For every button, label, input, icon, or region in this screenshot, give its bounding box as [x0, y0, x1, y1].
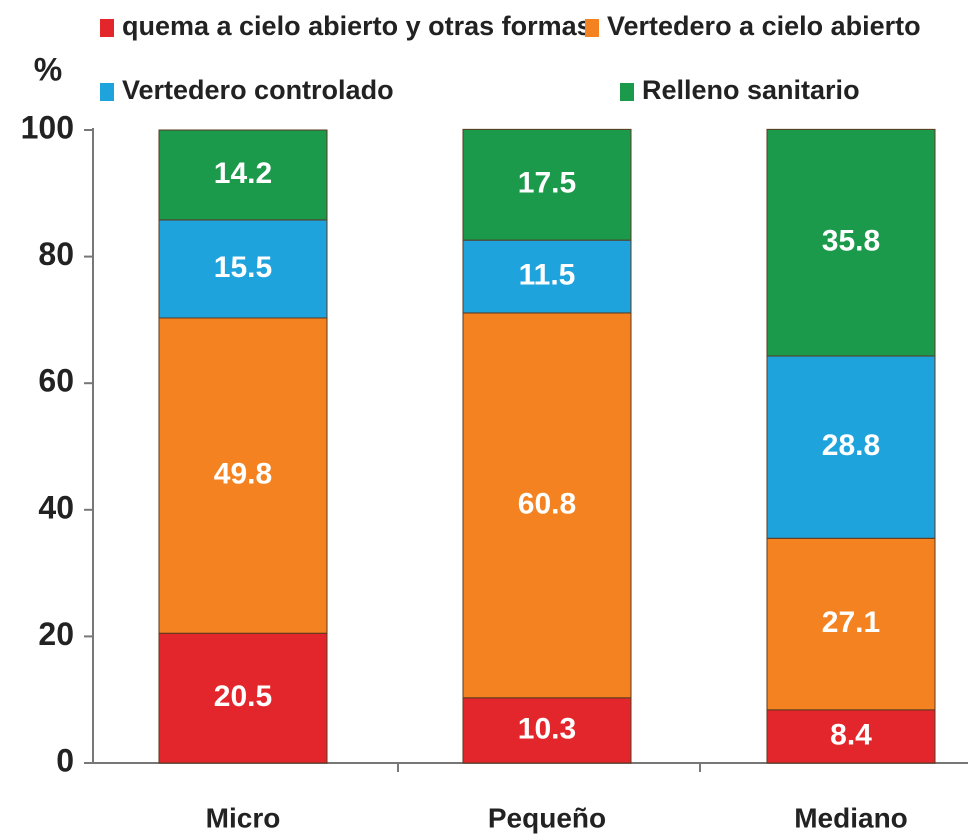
legend-label: quema a cielo abierto y otras formas: [122, 11, 592, 41]
bar-segment: [462, 697, 632, 764]
value-label: 15.5: [214, 251, 272, 284]
y-axis-label: %: [34, 51, 62, 87]
bar-segment: [766, 537, 936, 711]
bar-segment: [158, 129, 328, 221]
x-tick-label: Mediano: [794, 802, 908, 833]
value-label: 20.5: [214, 680, 272, 713]
y-tick-label: 20: [38, 616, 74, 652]
legend-swatch: [585, 19, 599, 37]
legend-swatch: [620, 83, 634, 101]
bar-segment: [462, 239, 632, 314]
legend-label: Relleno sanitario: [642, 75, 860, 105]
value-label: 14.2: [214, 157, 272, 190]
legend-label: Vertedero a cielo abierto: [607, 11, 921, 41]
y-tick-label: 60: [38, 363, 74, 399]
value-label: 28.8: [822, 429, 880, 462]
bar-segment: [462, 128, 632, 241]
x-tick-label: Pequeño: [488, 802, 606, 833]
value-label: 27.1: [822, 606, 880, 639]
bar-segment: [766, 355, 936, 539]
legend-label: Vertedero controlado: [122, 75, 394, 105]
value-label: 11.5: [519, 258, 576, 291]
value-label: 8.4: [830, 718, 872, 751]
bar-segment: [158, 219, 328, 319]
y-tick-label: 80: [38, 236, 74, 272]
legend-swatch: [100, 83, 114, 101]
value-label: 17.5: [518, 167, 576, 200]
bar-segment: [462, 312, 632, 699]
y-tick-label: 40: [38, 489, 74, 525]
value-label: 35.8: [822, 225, 880, 258]
y-tick-label: 100: [21, 109, 74, 145]
value-label: 10.3: [518, 712, 576, 745]
legend-swatch: [100, 19, 114, 37]
bar-segment: [158, 317, 328, 634]
value-label: 49.8: [214, 458, 272, 491]
y-tick-label: 0: [56, 742, 74, 778]
x-tick-label: Micro: [206, 802, 281, 833]
bar-segment: [766, 709, 936, 764]
value-label: 60.8: [518, 487, 576, 520]
bar-segment: [766, 128, 936, 357]
